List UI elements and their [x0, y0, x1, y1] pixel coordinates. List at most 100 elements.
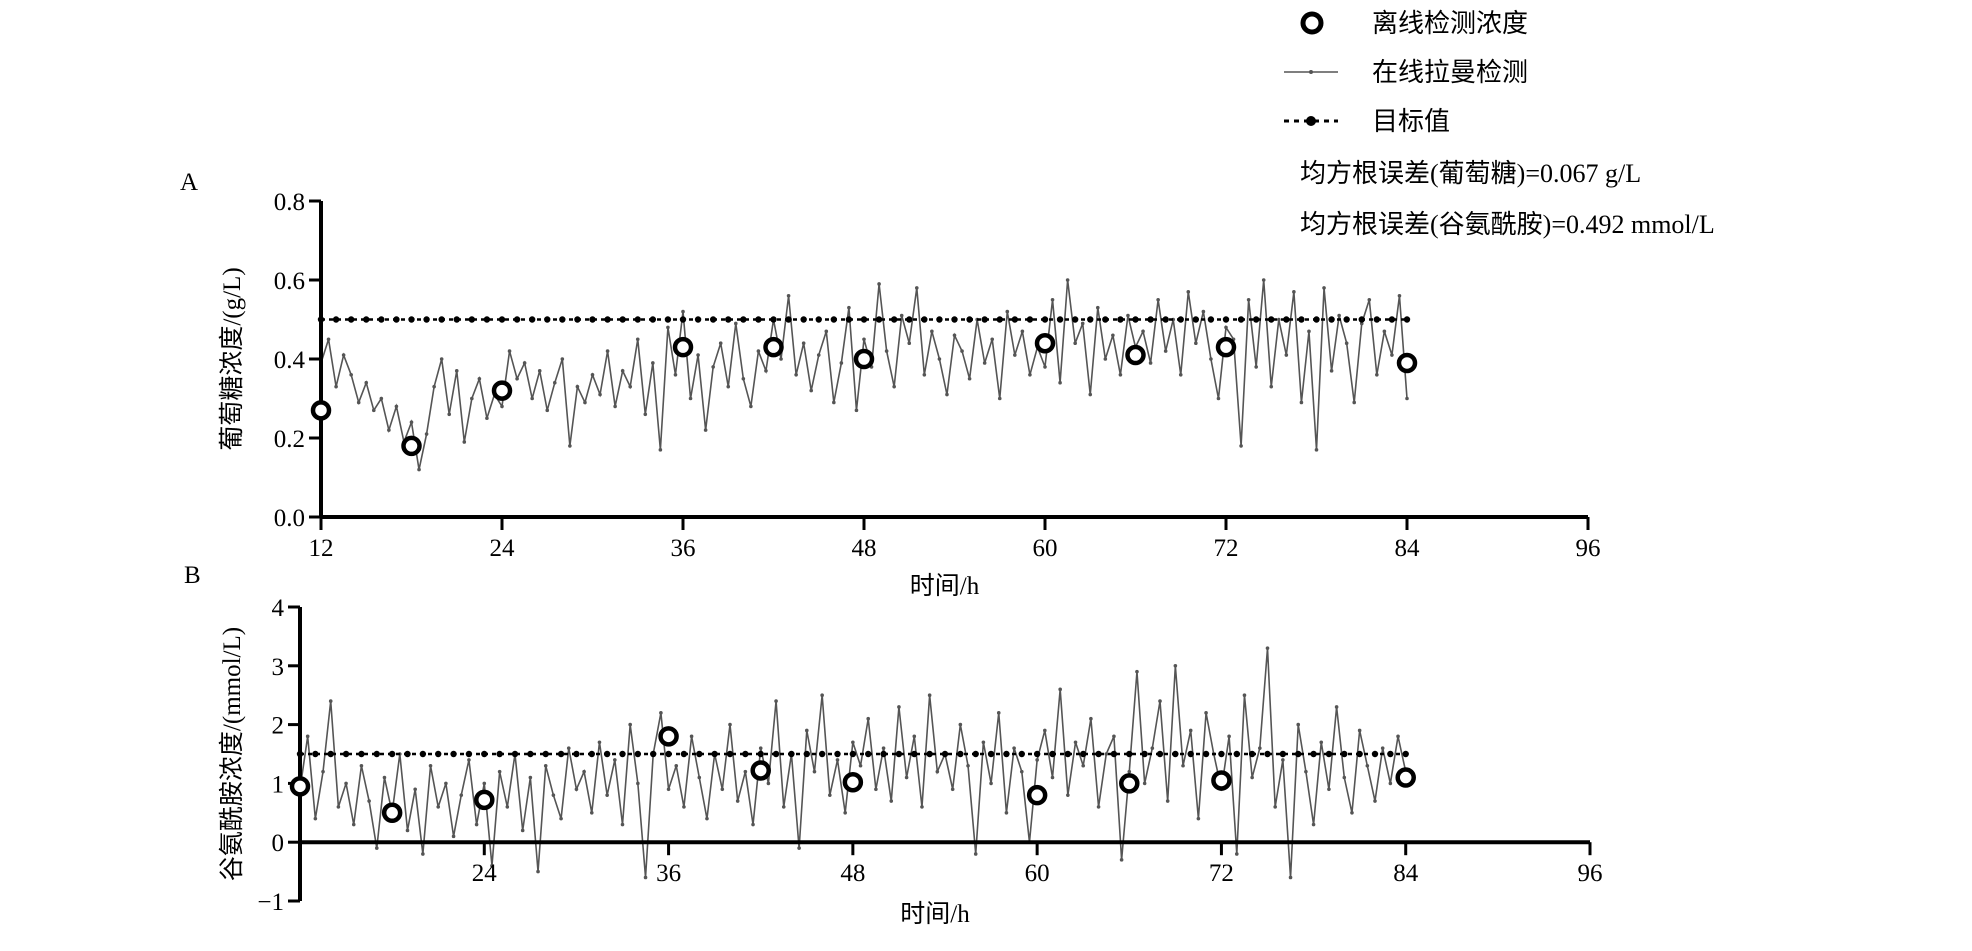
target-point: [725, 316, 732, 323]
target-point: [496, 750, 503, 758]
online-point: [1141, 329, 1145, 334]
online-point: [1065, 278, 1070, 282]
online-point: [1058, 380, 1062, 385]
online-point: [726, 384, 731, 389]
online-point: [575, 384, 580, 389]
online-point: [394, 404, 399, 409]
online-point: [1234, 852, 1239, 856]
target-point: [1132, 316, 1139, 323]
online-point: [996, 711, 1001, 715]
online-point: [666, 787, 671, 792]
target-point: [926, 750, 933, 758]
offline-point: [1215, 336, 1237, 358]
online-point: [635, 337, 640, 342]
online-point: [728, 722, 732, 727]
online-point: [545, 408, 550, 413]
online-point: [866, 716, 871, 721]
panel-b: B −1 0 1 2 3 4 24 36 48 60 72 84 96 时间/h 谷氨酰胺浓度/(mmol/L…: [184, 562, 1603, 928]
online-point: [351, 822, 356, 827]
target-point: [332, 316, 340, 323]
online-point: [658, 448, 663, 452]
online-point: [1405, 396, 1409, 401]
online-point: [877, 282, 881, 286]
target-point: [800, 316, 807, 323]
online-point: [379, 396, 384, 401]
target-point: [818, 750, 826, 758]
target-point: [435, 750, 442, 758]
target-point: [742, 750, 749, 758]
target-point: [755, 316, 762, 323]
online-point: [1322, 286, 1326, 290]
online-point: [824, 329, 829, 334]
target-point: [619, 316, 626, 323]
y-axis-label: 谷氨酰胺浓度/(mmol/L): [218, 627, 246, 881]
online-point: [1050, 297, 1055, 302]
online-point: [387, 428, 391, 432]
target-point: [465, 750, 473, 758]
target-point: [1033, 750, 1041, 758]
y-axis-label: 葡萄糖浓度/(g/L): [218, 267, 246, 450]
online-point: [967, 376, 972, 381]
target-point: [966, 316, 973, 323]
online-point: [1276, 317, 1281, 322]
online-point: [749, 404, 753, 409]
online-point: [682, 805, 686, 809]
online-point: [1096, 805, 1101, 809]
online-point: [1043, 728, 1047, 733]
online-point: [801, 341, 806, 346]
target-point: [981, 316, 988, 323]
online-point: [444, 781, 448, 786]
target-point: [936, 316, 943, 323]
online-point: [718, 341, 723, 346]
legend-offline-label: 离线检测浓度: [1372, 9, 1528, 38]
online-point: [1126, 313, 1130, 318]
target-point: [785, 316, 792, 323]
target-point: [450, 750, 457, 758]
online-point: [758, 746, 763, 750]
online-point: [904, 775, 909, 780]
online-point: [1204, 711, 1208, 715]
online-point: [328, 699, 333, 703]
y-tick-label: 3: [272, 654, 285, 681]
target-point: [373, 750, 380, 758]
target-point: [1298, 316, 1305, 323]
target-point: [1095, 750, 1102, 758]
online-point: [851, 740, 855, 745]
online-point: [613, 758, 617, 762]
x-axis-label: 时间/h: [910, 572, 980, 600]
online-point: [766, 781, 771, 786]
target-point: [757, 750, 764, 758]
online-point: [1050, 775, 1055, 780]
online-point: [551, 793, 556, 797]
target-point: [1041, 316, 1049, 323]
online-point: [459, 793, 464, 797]
rmse-glutamine: 均方根误差(谷氨酰胺)=0.492 mmol/L: [1300, 210, 1715, 239]
offline-point: [381, 802, 403, 824]
online-point: [912, 734, 917, 739]
online-point: [515, 376, 519, 381]
online-point: [597, 740, 602, 745]
online-point: [1127, 769, 1132, 774]
target-point: [312, 750, 319, 758]
online-point: [1367, 297, 1372, 302]
online-point: [568, 444, 572, 448]
target-point: [542, 750, 549, 758]
offline-point: [1026, 784, 1048, 806]
online-point: [764, 369, 768, 373]
online-point: [809, 388, 814, 393]
online-point: [1073, 740, 1078, 745]
online-point: [1250, 775, 1254, 780]
online-point: [794, 373, 798, 377]
target-point: [327, 750, 334, 758]
legend-online-marker: [1309, 70, 1313, 74]
online-point: [651, 361, 655, 365]
online-point: [1265, 646, 1270, 650]
y-tick-label: 0.2: [274, 426, 305, 453]
online-point: [966, 763, 970, 768]
target-point: [1387, 750, 1394, 758]
target-point: [588, 750, 595, 758]
x-tick-label: 36: [656, 860, 681, 887]
online-point: [1299, 400, 1304, 405]
online-point: [421, 852, 425, 856]
panel-label: A: [180, 169, 198, 196]
